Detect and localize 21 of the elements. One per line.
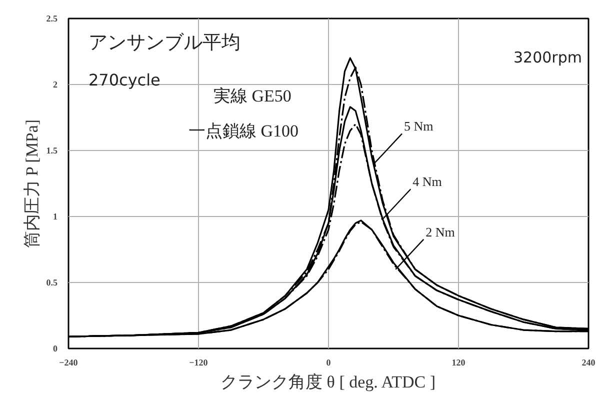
y-axis-title: 筒内圧力 P [MPa] — [22, 119, 42, 248]
y-tick-label: 2 — [53, 80, 58, 90]
annotation: 270cycle — [88, 70, 160, 90]
annotation: アンサンブル平均 — [88, 32, 240, 54]
x-tick-label: −120 — [189, 358, 208, 368]
y-tick-label: 0 — [53, 344, 58, 354]
annotation: 3200rpm — [514, 48, 582, 66]
annotation: 4 Nm — [412, 174, 442, 190]
y-tick-label: 1 — [53, 212, 58, 222]
x-tick-label: −240 — [59, 358, 78, 368]
y-tick-label: 1.5 — [46, 146, 58, 156]
x-tick-label: 120 — [452, 358, 466, 368]
x-axis-title: クランク角度 θ [ deg. ATDC ] — [220, 372, 436, 392]
y-tick-label: 0.5 — [46, 278, 58, 288]
y-tick-label: 2.5 — [46, 14, 58, 24]
annotation: 一点鎖線 G100 — [188, 122, 299, 140]
annotation: 実線 GE50 — [214, 86, 292, 106]
x-tick-label: 0 — [326, 358, 332, 368]
annotation: 2 Nm — [426, 224, 455, 240]
annotation: 5 Nm — [404, 118, 434, 134]
x-tick-label: 240 — [582, 358, 596, 368]
